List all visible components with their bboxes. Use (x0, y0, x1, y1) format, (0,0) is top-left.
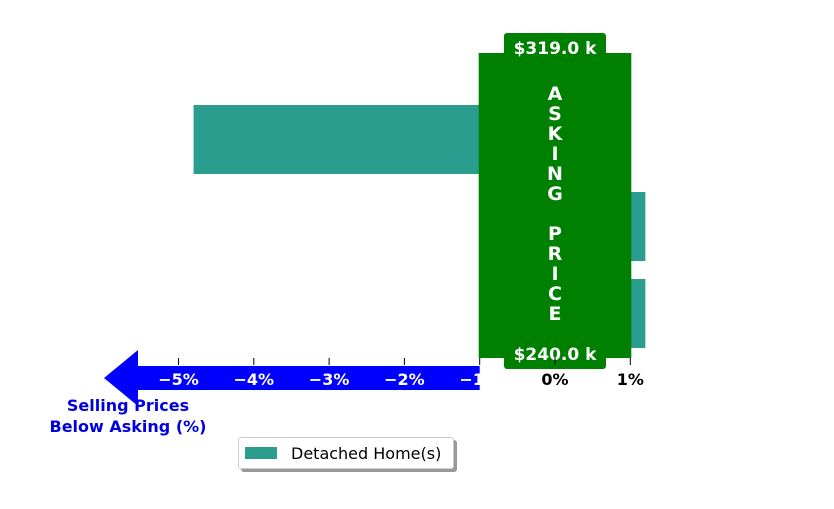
below-asking-arrow (104, 350, 480, 406)
tick-label-3: −2% (384, 370, 425, 389)
asking-bottom-price-box (504, 339, 606, 369)
legend: Detached Home(s) (238, 437, 454, 469)
asking-band-rect (478, 53, 632, 358)
arrow-shape (104, 350, 480, 406)
tick-label-4: −1% (459, 370, 500, 389)
tick-label-2: −3% (309, 370, 350, 389)
arrow-caption-line2: Below Asking (%) (49, 417, 207, 436)
tick-label-5: 0% (541, 370, 568, 389)
asking-top-price-text: $319.0 k (514, 39, 598, 59)
tick-label-1: −4% (234, 370, 275, 389)
arrow-caption: Selling Prices Below Asking (%) (28, 395, 228, 437)
asking-bottom-price: $240.0 k (504, 339, 606, 369)
arrow-caption-line1: Selling Prices (66, 396, 190, 415)
tick-label-6: 1% (617, 370, 644, 389)
x-axis-ticks: −5% −4% −3% −2% −1% 0% 1% (158, 358, 644, 389)
tick-label-0: −5% (158, 370, 199, 389)
asking-bottom-price-text: $240.0 k (514, 345, 598, 365)
asking-top-price-box (504, 33, 606, 63)
legend-label: Detached Home(s) (291, 443, 442, 463)
legend-swatch (245, 447, 277, 459)
asking-top-price: $319.0 k (504, 33, 606, 63)
